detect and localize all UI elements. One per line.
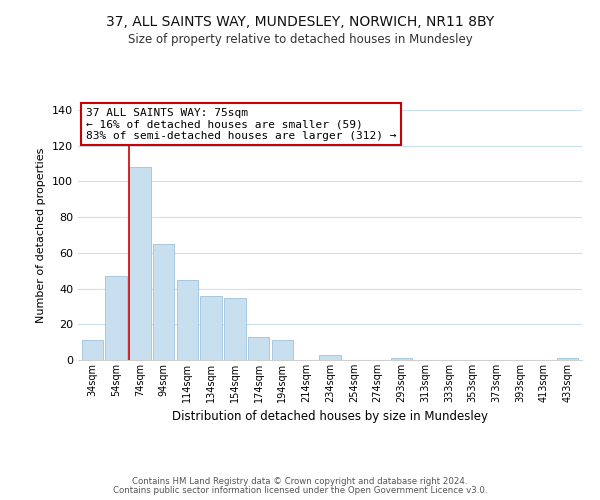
- Text: Contains public sector information licensed under the Open Government Licence v3: Contains public sector information licen…: [113, 486, 487, 495]
- Bar: [106, 276, 127, 360]
- Bar: [319, 354, 341, 360]
- Bar: [391, 358, 412, 360]
- Bar: [176, 280, 198, 360]
- Text: Contains HM Land Registry data © Crown copyright and database right 2024.: Contains HM Land Registry data © Crown c…: [132, 477, 468, 486]
- Bar: [129, 167, 151, 360]
- Y-axis label: Number of detached properties: Number of detached properties: [37, 148, 46, 322]
- Bar: [82, 340, 103, 360]
- Text: 37 ALL SAINTS WAY: 75sqm
← 16% of detached houses are smaller (59)
83% of semi-d: 37 ALL SAINTS WAY: 75sqm ← 16% of detach…: [86, 108, 396, 140]
- Text: Size of property relative to detached houses in Mundesley: Size of property relative to detached ho…: [128, 32, 472, 46]
- Bar: [200, 296, 222, 360]
- Bar: [224, 298, 245, 360]
- X-axis label: Distribution of detached houses by size in Mundesley: Distribution of detached houses by size …: [172, 410, 488, 424]
- Bar: [153, 244, 174, 360]
- Bar: [248, 337, 269, 360]
- Text: 37, ALL SAINTS WAY, MUNDESLEY, NORWICH, NR11 8BY: 37, ALL SAINTS WAY, MUNDESLEY, NORWICH, …: [106, 15, 494, 29]
- Bar: [272, 340, 293, 360]
- Bar: [557, 358, 578, 360]
